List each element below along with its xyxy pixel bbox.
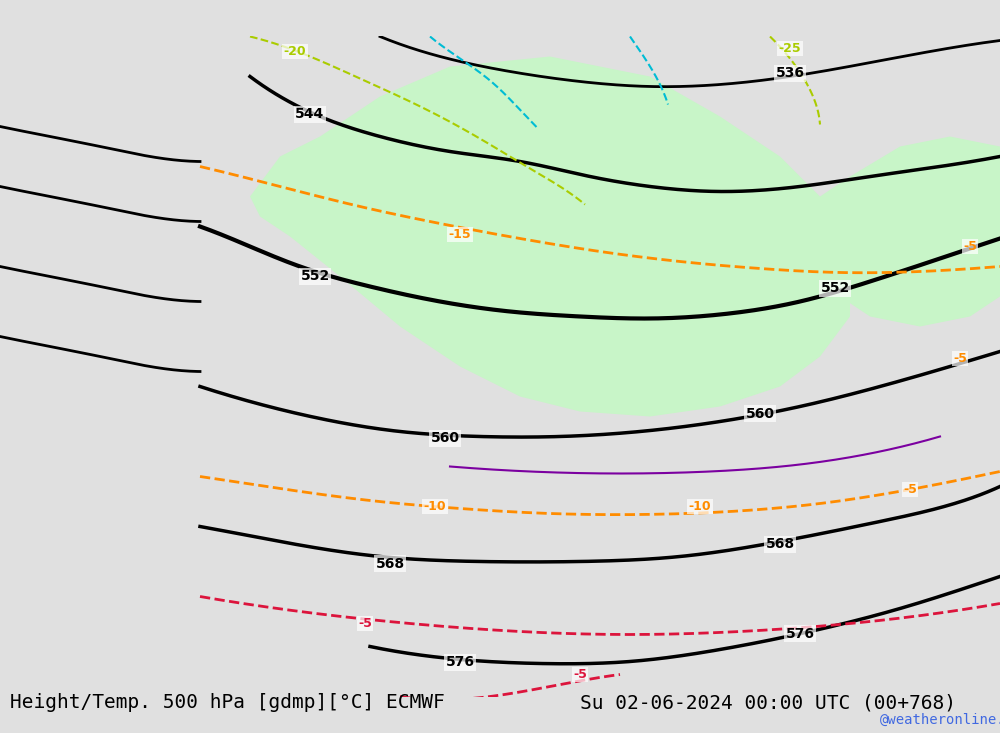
Text: 576: 576 [446, 655, 475, 669]
Text: 544: 544 [295, 108, 325, 122]
Text: -5: -5 [953, 352, 967, 365]
Text: -5: -5 [903, 483, 917, 496]
Text: -10: -10 [689, 500, 711, 513]
Text: 576: 576 [786, 627, 814, 641]
Polygon shape [250, 56, 850, 416]
Text: Su 02-06-2024 00:00 UTC (00+768): Su 02-06-2024 00:00 UTC (00+768) [580, 693, 956, 712]
Text: 560: 560 [430, 432, 460, 446]
Text: 560: 560 [746, 407, 774, 421]
Text: -10: -10 [424, 500, 446, 513]
Text: -5: -5 [573, 668, 587, 681]
Text: -20: -20 [284, 45, 306, 58]
Text: @weatheronline.co.uk: @weatheronline.co.uk [880, 713, 1000, 727]
Text: 568: 568 [375, 556, 405, 570]
Text: -25: -25 [779, 42, 801, 55]
Text: 552: 552 [820, 281, 850, 295]
Text: -5: -5 [963, 240, 977, 253]
Text: Height/Temp. 500 hPa [gdmp][°C] ECMWF: Height/Temp. 500 hPa [gdmp][°C] ECMWF [10, 693, 445, 712]
Text: -15: -15 [449, 228, 471, 241]
Text: 552: 552 [300, 270, 330, 284]
Polygon shape [820, 136, 1000, 326]
Text: -5: -5 [358, 617, 372, 630]
Text: 568: 568 [765, 537, 795, 551]
Text: 536: 536 [776, 67, 804, 81]
